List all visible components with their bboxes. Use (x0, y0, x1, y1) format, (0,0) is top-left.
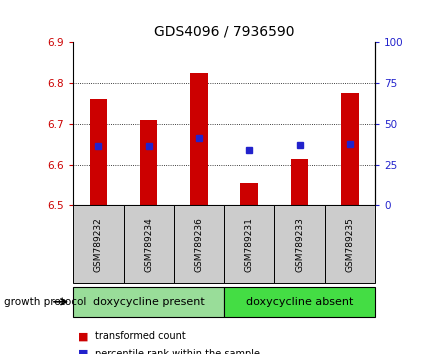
Text: GSM789234: GSM789234 (144, 217, 153, 272)
Text: GSM789235: GSM789235 (344, 217, 353, 272)
Text: growth protocol: growth protocol (4, 297, 86, 307)
Bar (240, 183, 258, 205)
Text: ■: ■ (77, 331, 88, 341)
Title: GDS4096 / 7936590: GDS4096 / 7936590 (154, 24, 294, 39)
Text: GSM789231: GSM789231 (244, 217, 253, 272)
Text: percentile rank within the sample: percentile rank within the sample (95, 349, 259, 354)
Bar (290, 159, 307, 205)
Text: GSM789236: GSM789236 (194, 217, 203, 272)
Text: doxycycline absent: doxycycline absent (245, 297, 353, 307)
Text: GSM789233: GSM789233 (295, 217, 303, 272)
Text: doxycycline present: doxycycline present (92, 297, 204, 307)
Bar (140, 120, 157, 205)
Bar (89, 99, 107, 205)
Text: transformed count: transformed count (95, 331, 185, 341)
Bar (340, 93, 358, 205)
Text: ■: ■ (77, 349, 88, 354)
Bar (190, 73, 207, 205)
Text: GSM789232: GSM789232 (94, 217, 103, 272)
